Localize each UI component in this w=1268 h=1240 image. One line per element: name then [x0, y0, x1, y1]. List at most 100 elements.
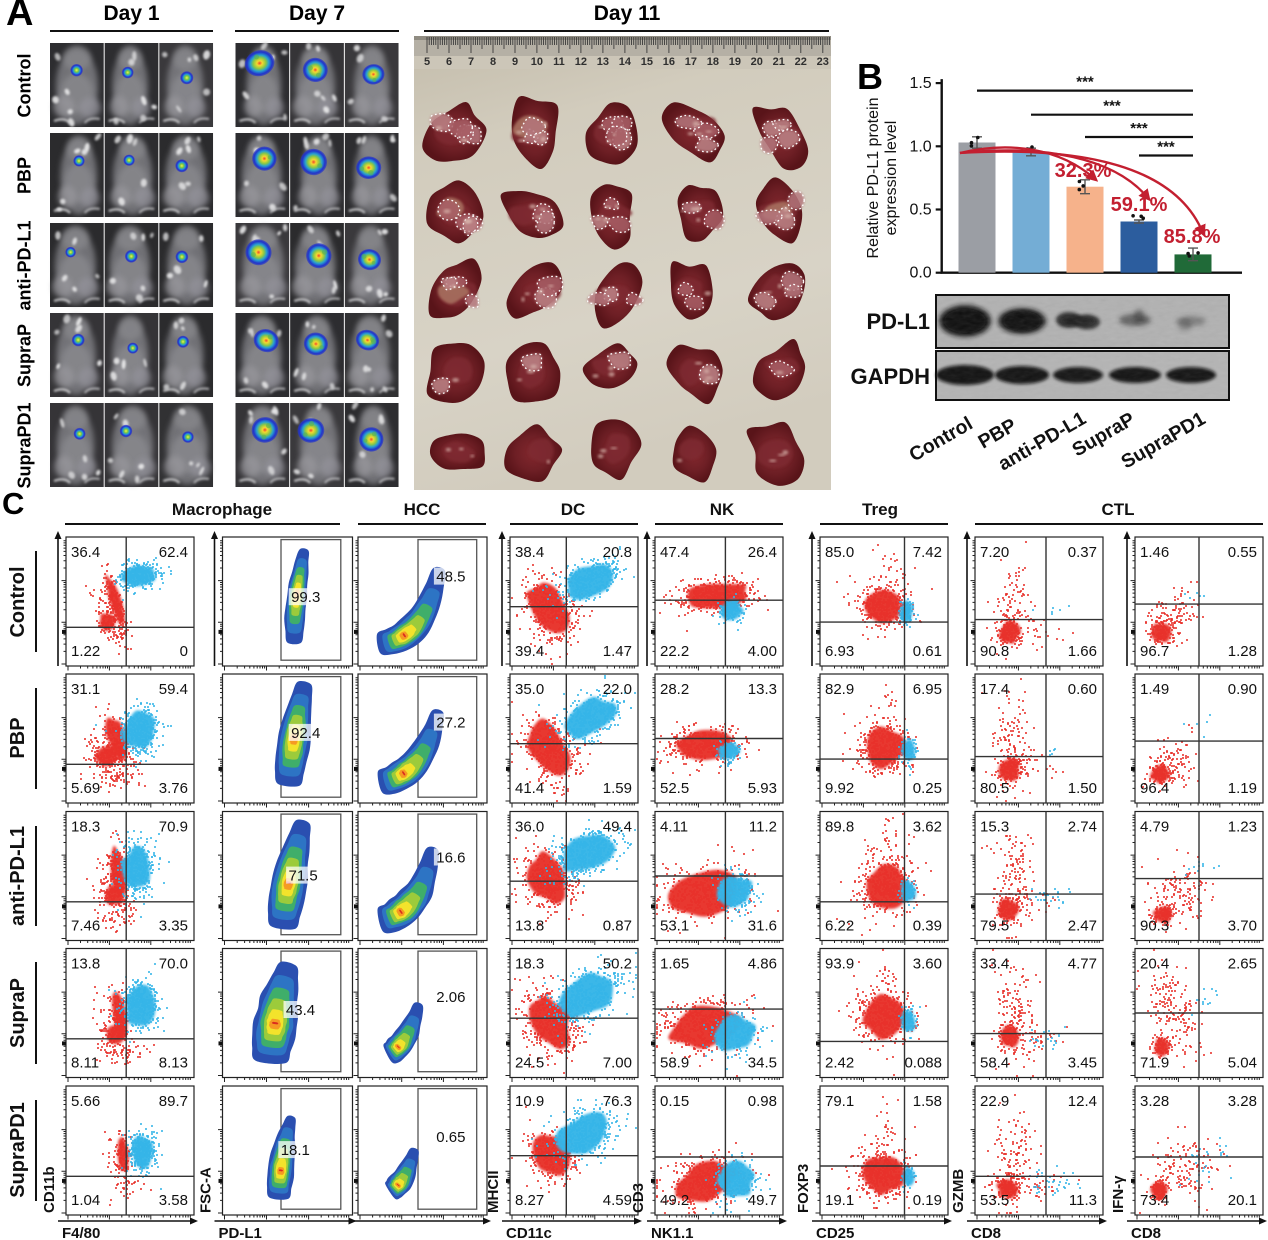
svg-text:5.66: 5.66: [71, 1093, 100, 1110]
svg-text:14: 14: [619, 56, 632, 68]
svg-text:PD-L1: PD-L1: [219, 1225, 262, 1240]
svg-text:16.6: 16.6: [436, 850, 465, 867]
svg-text:CD25: CD25: [816, 1225, 854, 1240]
svg-text:0.61: 0.61: [913, 643, 942, 660]
svg-text:5.04: 5.04: [1228, 1055, 1257, 1072]
svg-text:35.0: 35.0: [515, 681, 544, 698]
svg-text:6.22: 6.22: [825, 918, 854, 935]
svg-text:1.50: 1.50: [1068, 780, 1097, 797]
svg-text:Treg: Treg: [862, 500, 898, 519]
svg-text:7.20: 7.20: [980, 544, 1009, 561]
svg-text:53.5: 53.5: [980, 1192, 1009, 1209]
svg-text:4.59: 4.59: [603, 1192, 632, 1209]
svg-text:48.5: 48.5: [436, 569, 465, 586]
svg-text:22.2: 22.2: [660, 643, 689, 660]
svg-text:2.42: 2.42: [825, 1055, 854, 1072]
svg-text:1.46: 1.46: [1140, 544, 1169, 561]
svg-text:62.4: 62.4: [159, 544, 188, 561]
svg-text:1.28: 1.28: [1228, 643, 1257, 660]
svg-text:96.4: 96.4: [1140, 780, 1169, 797]
svg-text:59.1%: 59.1%: [1111, 194, 1168, 216]
svg-text:11.2: 11.2: [749, 819, 777, 836]
svg-text:3.28: 3.28: [1228, 1093, 1257, 1110]
svg-text:0.65: 0.65: [436, 1129, 465, 1146]
svg-text:PD-L1: PD-L1: [866, 309, 930, 334]
svg-text:0.088: 0.088: [904, 1055, 942, 1072]
svg-text:GZMB: GZMB: [950, 1169, 967, 1213]
svg-text:5: 5: [424, 56, 430, 68]
svg-text:96.7: 96.7: [1140, 643, 1169, 660]
svg-text:17.4: 17.4: [980, 681, 1009, 698]
svg-text:4.11: 4.11: [660, 819, 688, 836]
svg-text:17: 17: [685, 56, 697, 68]
svg-text:20: 20: [751, 56, 763, 68]
svg-text:2.65: 2.65: [1228, 956, 1257, 973]
svg-text:1.04: 1.04: [71, 1192, 100, 1209]
svg-text:20.4: 20.4: [1140, 956, 1169, 973]
svg-text:49.7: 49.7: [748, 1192, 777, 1209]
svg-text:6.93: 6.93: [825, 643, 854, 660]
svg-text:12.4: 12.4: [1068, 1093, 1097, 1110]
svg-text:0.37: 0.37: [1068, 544, 1097, 561]
svg-text:23: 23: [817, 56, 829, 68]
svg-text:15.3: 15.3: [980, 819, 1009, 836]
svg-text:5.93: 5.93: [748, 780, 777, 797]
svg-text:anti-PD-L1: anti-PD-L1: [7, 826, 29, 926]
svg-text:19: 19: [729, 56, 741, 68]
svg-text:31.1: 31.1: [71, 681, 100, 698]
svg-text:9: 9: [512, 56, 518, 68]
svg-text:0.87: 0.87: [603, 918, 632, 935]
svg-text:21: 21: [773, 56, 785, 68]
svg-text:4.00: 4.00: [748, 643, 777, 660]
svg-text:0.39: 0.39: [913, 918, 942, 935]
svg-text:52.5: 52.5: [660, 780, 689, 797]
svg-text:26.4: 26.4: [748, 544, 777, 561]
svg-text:1.19: 1.19: [1228, 780, 1257, 797]
svg-text:0.60: 0.60: [1068, 681, 1097, 698]
svg-text:PBP: PBP: [7, 717, 29, 758]
svg-text:13.8: 13.8: [515, 918, 544, 935]
svg-text:12: 12: [575, 56, 587, 68]
svg-text:89.8: 89.8: [825, 819, 854, 836]
svg-text:7.42: 7.42: [913, 544, 942, 561]
svg-text:1.0: 1.0: [909, 138, 931, 155]
svg-text:0.90: 0.90: [1228, 681, 1257, 698]
svg-text:71.5: 71.5: [288, 868, 317, 885]
svg-text:0.55: 0.55: [1228, 544, 1257, 561]
svg-text:20.8: 20.8: [603, 544, 632, 561]
svg-text:3.60: 3.60: [913, 956, 942, 973]
svg-text:15: 15: [641, 56, 653, 68]
svg-text:2.47: 2.47: [1068, 918, 1097, 935]
svg-text:24.5: 24.5: [515, 1055, 544, 1072]
svg-text:8.13: 8.13: [159, 1055, 188, 1072]
svg-text:SupraPD1: SupraPD1: [7, 1102, 29, 1198]
svg-text:36.0: 36.0: [515, 819, 544, 836]
svg-text:CD11c: CD11c: [506, 1225, 552, 1240]
svg-text:CD11b: CD11b: [41, 1166, 58, 1213]
svg-text:FOXP3: FOXP3: [795, 1164, 812, 1213]
svg-text:***: ***: [1157, 139, 1175, 156]
svg-text:82.9: 82.9: [825, 681, 854, 698]
svg-text:Relative PD-L1 proteinexpressi: Relative PD-L1 proteinexpression level: [865, 98, 900, 259]
svg-text:3.62: 3.62: [913, 819, 942, 836]
svg-text:1.59: 1.59: [603, 780, 632, 797]
svg-text:8: 8: [490, 56, 496, 68]
svg-text:47.4: 47.4: [660, 544, 689, 561]
svg-text:59.4: 59.4: [159, 681, 188, 698]
svg-text:80.5: 80.5: [980, 780, 1009, 797]
svg-text:7.00: 7.00: [603, 1055, 632, 1072]
svg-text:5.69: 5.69: [71, 780, 100, 797]
svg-text:11.3: 11.3: [1069, 1192, 1097, 1209]
svg-text:3.28: 3.28: [1140, 1093, 1169, 1110]
svg-text:HCC: HCC: [404, 500, 441, 519]
svg-text:49.2: 49.2: [660, 1192, 689, 1209]
svg-text:***: ***: [1076, 74, 1094, 91]
svg-text:MHCII: MHCII: [485, 1171, 502, 1214]
svg-text:70.0: 70.0: [159, 956, 188, 973]
svg-text:SupraP: SupraP: [7, 978, 29, 1048]
svg-text:6: 6: [446, 56, 452, 68]
svg-text:8.11: 8.11: [71, 1055, 99, 1072]
svg-text:1.58: 1.58: [913, 1093, 942, 1110]
svg-text:NK: NK: [710, 500, 735, 519]
svg-text:0.5: 0.5: [909, 202, 931, 219]
